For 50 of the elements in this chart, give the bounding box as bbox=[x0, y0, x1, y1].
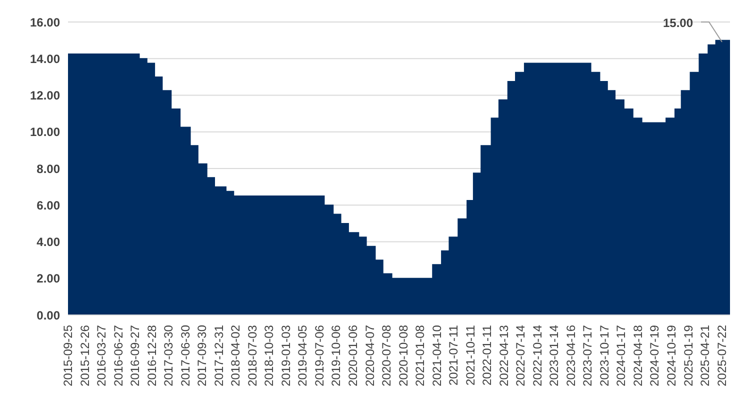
x-tick-label: 2018-07-03 bbox=[245, 324, 260, 386]
x-tick-label: 2019-07-06 bbox=[312, 324, 326, 386]
x-tick-label: 2024-10-19 bbox=[664, 324, 679, 386]
x-tick-label: 2017-06-30 bbox=[178, 324, 192, 386]
x-tick-label: 2021-01-08 bbox=[413, 324, 428, 386]
x-tick-label: 2024-07-19 bbox=[648, 324, 662, 386]
y-tick-label: 0.00 bbox=[36, 308, 60, 322]
x-tick-label: 2015-12-26 bbox=[78, 324, 92, 386]
y-tick-label: 2.00 bbox=[36, 272, 60, 286]
x-tick-label: 2023-10-17 bbox=[597, 324, 612, 386]
x-tick-label: 2017-12-31 bbox=[212, 324, 226, 386]
x-tick-label: 2025-04-21 bbox=[698, 324, 712, 386]
y-tick-label: 10.00 bbox=[30, 125, 60, 140]
x-tick-label: 2018-10-03 bbox=[262, 324, 276, 386]
x-tick-label: 2025-01-19 bbox=[681, 324, 696, 386]
x-tick-label: 2023-07-17 bbox=[580, 324, 595, 386]
x-tick-label: 2022-07-14 bbox=[514, 324, 528, 386]
x-tick-label: 2020-04-07 bbox=[362, 324, 377, 386]
x-tick-label: 2020-10-08 bbox=[396, 324, 410, 386]
y-tick-label: 8.00 bbox=[36, 162, 60, 176]
x-tick-label: 2020-07-08 bbox=[380, 324, 394, 386]
x-tick-label: 2022-10-14 bbox=[530, 324, 544, 386]
y-tick-label: 4.00 bbox=[36, 235, 60, 250]
x-tick-label: 2021-07-11 bbox=[446, 324, 461, 386]
x-tick-label: 2025-07-22 bbox=[714, 324, 729, 386]
x-tick-label: 2022-04-13 bbox=[496, 324, 511, 386]
annotation: 15.00 bbox=[663, 16, 694, 30]
x-tick-label: 2016-03-27 bbox=[94, 324, 109, 386]
x-tick-label: 2023-01-14 bbox=[547, 324, 562, 386]
x-tick-label: 2021-04-10 bbox=[430, 324, 444, 386]
x-tick-label: 2024-01-17 bbox=[614, 324, 628, 386]
x-tick-label: 2023-04-16 bbox=[564, 324, 578, 386]
x-tick-label: 2015-09-25 bbox=[61, 324, 75, 386]
x-tick-label: 2017-03-30 bbox=[162, 324, 176, 386]
y-tick-label: 14.00 bbox=[30, 52, 60, 66]
x-tick-label: 2016-09-27 bbox=[128, 324, 142, 386]
x-tick-label: 2021-10-11 bbox=[463, 324, 478, 386]
x-tick-label: 2016-12-28 bbox=[144, 324, 159, 386]
x-tick-label: 2018-04-02 bbox=[228, 324, 243, 386]
y-tick-label: 6.00 bbox=[36, 198, 60, 212]
x-tick-label: 2016-06-27 bbox=[111, 324, 126, 386]
x-tick-label: 2022-01-11 bbox=[480, 324, 494, 386]
y-tick-label: 12.00 bbox=[30, 88, 60, 103]
x-tick-label: 2019-01-03 bbox=[278, 324, 293, 386]
x-tick-label: 2017-09-30 bbox=[195, 324, 210, 386]
x-tick-label: 2019-04-05 bbox=[296, 324, 310, 386]
x-tick-label: 2019-10-06 bbox=[329, 324, 344, 386]
x-tick-label: 2024-04-18 bbox=[630, 324, 645, 386]
x-tick-label: 2020-01-06 bbox=[346, 324, 360, 386]
y-tick-label: 16.00 bbox=[30, 15, 60, 30]
